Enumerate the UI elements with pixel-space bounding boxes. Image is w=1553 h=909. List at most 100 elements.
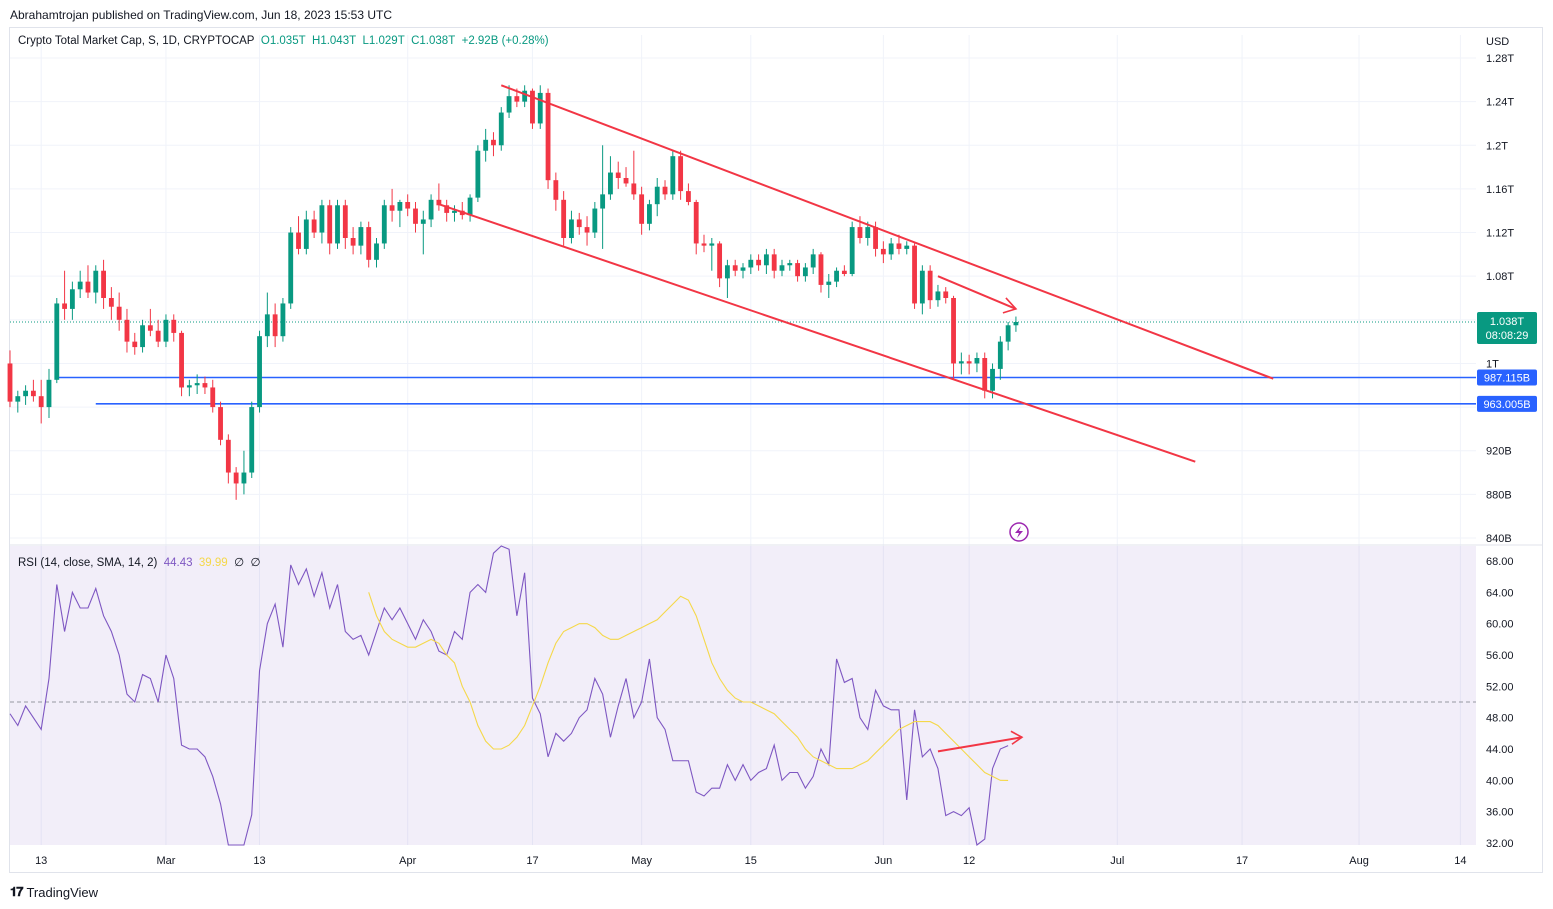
price-labels: 1.038T 08:08:29 987.115B 963.005B xyxy=(1477,312,1537,412)
candle xyxy=(62,270,68,320)
candle xyxy=(1005,322,1011,351)
candle xyxy=(491,132,496,157)
rsi-title[interactable]: RSI (14, close, SMA, 14, 2) xyxy=(18,557,158,569)
level-tag-bg xyxy=(1477,369,1537,386)
price-tick-label: 880B xyxy=(1486,489,1512,501)
candle xyxy=(896,234,902,255)
candle-body xyxy=(935,291,941,301)
candle xyxy=(116,292,122,331)
footer[interactable]: 𝟏𝟕 TradingView xyxy=(10,884,98,900)
candle xyxy=(272,303,278,348)
rsi-tick-label: 60.00 xyxy=(1486,619,1514,631)
candle xyxy=(241,450,247,495)
candle xyxy=(498,107,504,151)
candle xyxy=(389,188,395,222)
close-value: C1.038T xyxy=(411,35,456,47)
candle-body xyxy=(553,180,559,200)
candle-body xyxy=(249,407,255,473)
candle xyxy=(943,287,949,304)
candle-body xyxy=(569,219,574,238)
rsi-divergence-arrow xyxy=(937,736,1023,753)
current-price-tag-text: 1.038T xyxy=(1490,316,1525,328)
rsi-tick-label: 32.00 xyxy=(1486,838,1514,850)
candle-body xyxy=(194,383,200,386)
candle-body xyxy=(787,263,793,266)
candle xyxy=(147,308,153,337)
candle xyxy=(405,194,411,217)
candle-body xyxy=(693,202,699,244)
candle-body xyxy=(966,361,972,364)
candle-body xyxy=(69,289,75,309)
candle-body xyxy=(670,156,676,195)
candle xyxy=(132,332,138,355)
price-tick-label: 1.08T xyxy=(1486,271,1514,283)
candle xyxy=(958,352,964,375)
price-tick-label: 1.2T xyxy=(1486,140,1508,152)
candle xyxy=(974,352,980,373)
candle-body xyxy=(639,194,645,224)
arrowhead-icon xyxy=(1002,297,1018,314)
candle-body xyxy=(23,390,29,397)
candle-body xyxy=(748,259,754,268)
candle-body xyxy=(608,172,613,195)
candle xyxy=(413,202,418,233)
chart-frame[interactable] xyxy=(9,27,1543,873)
rsi-background xyxy=(10,546,1476,845)
candle-body xyxy=(592,208,598,233)
rsi-tick-label: 40.00 xyxy=(1486,775,1514,787)
candle-body xyxy=(841,270,847,274)
candle xyxy=(537,85,543,129)
candle xyxy=(101,259,106,309)
candle xyxy=(810,248,816,274)
candle-body xyxy=(802,267,808,277)
candle-body xyxy=(654,186,660,205)
candle xyxy=(740,263,746,279)
currency-label: USD xyxy=(1486,36,1509,48)
candle-body xyxy=(124,319,130,342)
candle-body xyxy=(327,205,333,244)
candle xyxy=(569,210,574,244)
candle-body xyxy=(54,303,60,380)
candle xyxy=(428,194,434,228)
candle-body xyxy=(428,199,434,220)
candle xyxy=(7,350,13,408)
candle xyxy=(771,248,777,279)
tradingview-logo-icon[interactable]: 𝟏𝟕 xyxy=(10,884,24,899)
candle-body xyxy=(225,439,231,473)
candle xyxy=(506,85,512,118)
candle-body xyxy=(342,205,348,238)
candle xyxy=(303,210,309,255)
candle xyxy=(647,199,652,231)
candle-body xyxy=(303,219,309,249)
candle xyxy=(631,150,637,200)
candle xyxy=(335,199,340,249)
rsi-line xyxy=(9,545,1009,846)
rsi-legend: RSI (14, close, SMA, 14, 2) 44.43 39.99 … xyxy=(18,555,261,569)
candle xyxy=(350,227,356,255)
rsi-tick-label: 52.00 xyxy=(1486,681,1514,693)
rsi-value: 44.43 xyxy=(163,557,193,569)
lightning-icon[interactable] xyxy=(1009,522,1029,542)
rsi-lines xyxy=(9,545,1024,846)
candle-body xyxy=(436,199,442,206)
candle-body xyxy=(132,341,138,348)
candle xyxy=(818,252,824,293)
candle-body xyxy=(771,254,777,271)
candle-body xyxy=(350,238,356,246)
rsi-tick-label: 36.00 xyxy=(1486,807,1514,819)
symbol-title[interactable]: Crypto Total Market Cap, S, 1D, CRYPTOCA… xyxy=(18,35,255,47)
candle-body xyxy=(475,150,481,198)
date-tick-label: 15 xyxy=(745,855,757,867)
candle-body xyxy=(179,332,184,388)
candle-body xyxy=(904,245,910,249)
candle-body xyxy=(389,205,395,211)
candle xyxy=(717,241,723,288)
candle-body xyxy=(366,227,372,260)
candle-body xyxy=(233,472,239,484)
candle-body xyxy=(288,232,294,304)
date-tick-label: May xyxy=(631,855,652,867)
candle-body xyxy=(1013,322,1019,326)
brand-name[interactable]: TradingView xyxy=(26,884,99,900)
candle xyxy=(951,295,956,380)
